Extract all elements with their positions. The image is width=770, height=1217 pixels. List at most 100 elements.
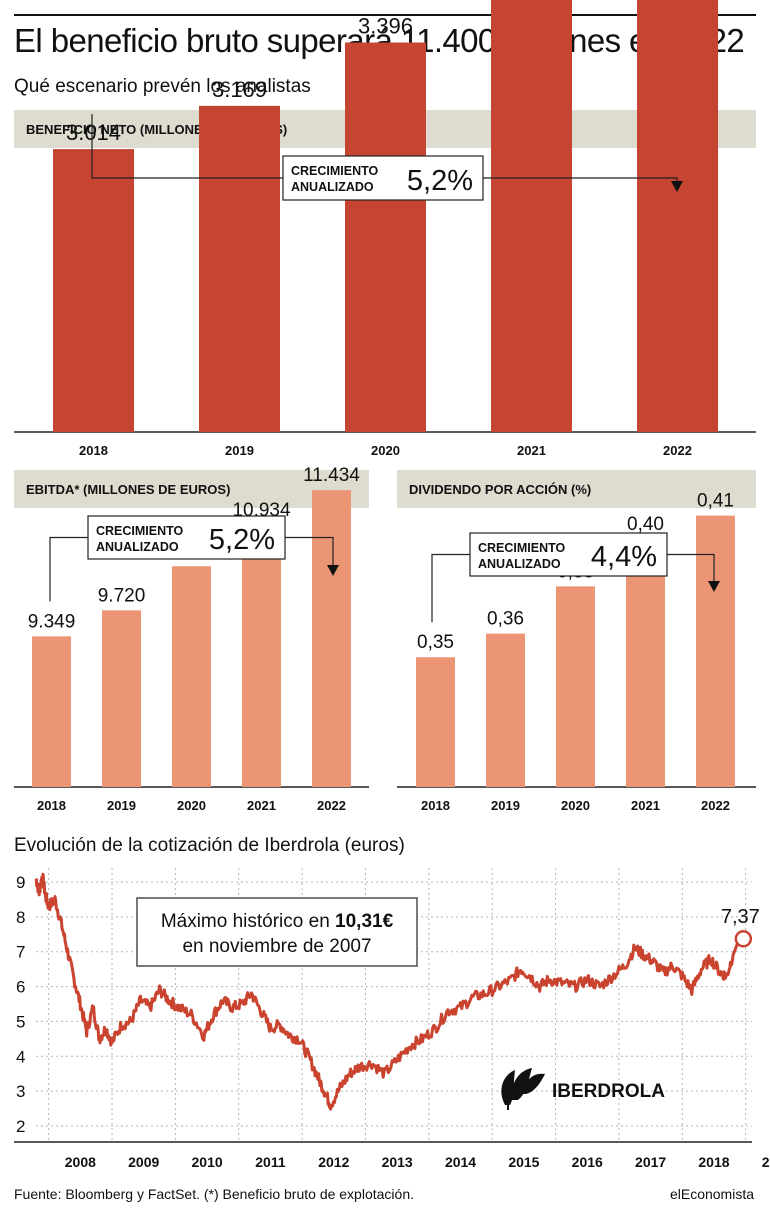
y-tick-label: 9 bbox=[16, 873, 25, 892]
dividendo-callout-value: 4,4% bbox=[591, 541, 657, 573]
dividendo-year-label: 2019 bbox=[491, 798, 520, 813]
ebitda-value-label: 11.434 bbox=[303, 465, 360, 486]
y-tick-label: 8 bbox=[16, 908, 25, 927]
dividendo-bar bbox=[486, 633, 525, 787]
ebitda-value-label: 9.349 bbox=[28, 611, 76, 632]
x-tick-label: 2014 bbox=[445, 1154, 476, 1170]
footer-source: Fuente: Bloomberg y FactSet. (*) Benefic… bbox=[14, 1186, 414, 1202]
ebitda-year-label: 2021 bbox=[247, 798, 276, 813]
x-tick-label: 2013 bbox=[382, 1154, 413, 1170]
dividendo-bracket-left bbox=[431, 553, 470, 623]
beneficio-bar bbox=[637, 0, 718, 432]
last-value-label: 7,37 bbox=[721, 906, 760, 928]
annotation-bold-value: 10,31€ bbox=[335, 911, 394, 932]
beneficio-bar bbox=[53, 149, 134, 432]
ebitda-bar bbox=[242, 525, 281, 787]
band-dividendo: DIVIDENDO POR ACCIÓN (%) bbox=[397, 470, 756, 508]
leaf-icon bbox=[522, 1073, 545, 1094]
beneficio-bar bbox=[491, 0, 572, 433]
x-tick-label: 2011 bbox=[255, 1154, 286, 1170]
x-tick-label: 2016 bbox=[572, 1154, 603, 1170]
price-chart: 2 3 4 5 6 7 8 9 2008 2009 2010 2011 2012 2013 2014 2015… bbox=[14, 868, 770, 1170]
annotation-line1: Máximo histórico en 10,31€ bbox=[161, 911, 394, 932]
x-tick-label: 2008 bbox=[65, 1154, 96, 1170]
beneficio-year-label: 2020 bbox=[371, 443, 400, 458]
dividendo-value-label: 0,36 bbox=[487, 609, 524, 630]
chart-title-dividendo: DIVIDENDO POR ACCIÓN (%) bbox=[409, 481, 592, 497]
dividendo-callout-label1: CRECIMIENTO bbox=[478, 541, 566, 555]
price-chart-title: Evolución de la cotización de Iberdrola … bbox=[14, 835, 405, 856]
x-tick-label: 2019 bbox=[762, 1154, 770, 1170]
ebitda-bracket-left bbox=[49, 536, 88, 602]
y-tick-label: 3 bbox=[16, 1082, 25, 1101]
beneficio-year-label: 2022 bbox=[663, 443, 692, 458]
dividendo-year-label: 2021 bbox=[631, 798, 660, 813]
dividendo-bracket-right bbox=[667, 553, 715, 583]
y-tick-label: 2 bbox=[16, 1117, 25, 1136]
beneficio-bracket-left bbox=[91, 114, 283, 179]
beneficio-chart: 3.01420183.16920193.39620203.58820213.69… bbox=[14, 0, 756, 458]
x-tick-label: 2018 bbox=[698, 1154, 729, 1170]
beneficio-year-label: 2018 bbox=[79, 443, 108, 458]
annotation-prefix: Máximo histórico en bbox=[161, 911, 335, 932]
beneficio-callout-value: 5,2% bbox=[407, 165, 473, 197]
beneficio-callout-label2: ANUALIZADO bbox=[291, 180, 374, 194]
beneficio-value-label: 3.014 bbox=[66, 120, 121, 145]
beneficio-bar bbox=[345, 42, 426, 433]
footer-brand: elEconomista bbox=[669, 1186, 754, 1202]
ebitda-callout-label2: ANUALIZADO bbox=[96, 540, 179, 554]
beneficio-value-label: 3.396 bbox=[358, 14, 413, 39]
dividendo-arrow-icon bbox=[708, 581, 720, 592]
beneficio-arrow-icon bbox=[671, 181, 683, 192]
dividendo-value-label: 0,41 bbox=[697, 491, 734, 512]
ebitda-callout-box bbox=[87, 515, 286, 560]
dividendo-year-label: 2020 bbox=[561, 798, 590, 813]
logo-wordmark: IBERDROLA bbox=[552, 1081, 665, 1102]
ebitda-year-label: 2022 bbox=[317, 798, 346, 813]
annotation-box bbox=[136, 897, 418, 967]
band-ebitda: EBITDA* (MILLONES DE EUROS) bbox=[14, 470, 369, 508]
ebitda-bar bbox=[172, 566, 211, 787]
ebitda-year-label: 2018 bbox=[37, 798, 66, 813]
top-rule bbox=[14, 14, 756, 16]
ebitda-bar bbox=[312, 490, 351, 787]
dividendo-bar bbox=[626, 539, 665, 787]
y-tick-label: 7 bbox=[16, 943, 25, 962]
beneficio-callout-label1: CRECIMIENTO bbox=[291, 164, 379, 178]
x-tick-label: 2012 bbox=[318, 1154, 349, 1170]
ebitda-year-label: 2019 bbox=[107, 798, 136, 813]
dividendo-callout-label2: ANUALIZADO bbox=[478, 557, 561, 571]
dividendo-bar bbox=[556, 586, 595, 787]
chart-title-ebitda: EBITDA* (MILLONES DE EUROS) bbox=[26, 481, 231, 497]
x-tick-label: 2010 bbox=[192, 1154, 223, 1170]
beneficio-value-label: 3.169 bbox=[212, 77, 267, 102]
price-line bbox=[34, 872, 741, 1111]
page-subtitle: Qué escenario prevén los analistas bbox=[14, 76, 311, 97]
beneficio-year-label: 2021 bbox=[517, 443, 546, 458]
beneficio-callout-box bbox=[282, 155, 484, 201]
annotation-line2: en noviembre de 2007 bbox=[182, 936, 371, 957]
dividendo-bar bbox=[696, 515, 735, 787]
ebitda-value-label: 9.720 bbox=[98, 585, 146, 606]
leaf-icon bbox=[501, 1070, 515, 1105]
leaf-icon bbox=[511, 1068, 532, 1100]
y-tick-label: 5 bbox=[16, 1012, 25, 1031]
x-tick-label: 2017 bbox=[635, 1154, 666, 1170]
ebitda-callout-value: 5,2% bbox=[209, 524, 275, 556]
ebitda-bracket-right bbox=[285, 536, 334, 567]
ebitda-chart: 9.34920189.720201910.349202010.934202111… bbox=[14, 465, 369, 813]
ebitda-arrow-icon bbox=[327, 565, 339, 576]
x-tick-label: 2015 bbox=[508, 1154, 539, 1170]
iberdrola-logo: IBERDROLA bbox=[501, 1068, 665, 1110]
y-tick-label: 4 bbox=[16, 1047, 25, 1066]
dividendo-value-label: 0,40 bbox=[627, 514, 664, 535]
beneficio-bar bbox=[199, 105, 280, 432]
dividendo-value-label: 0,35 bbox=[417, 632, 454, 653]
y-tick-label: 6 bbox=[16, 978, 25, 997]
ebitda-year-label: 2020 bbox=[177, 798, 206, 813]
dividendo-year-label: 2022 bbox=[701, 798, 730, 813]
last-value-marker bbox=[734, 930, 753, 948]
x-tick-label: 2009 bbox=[128, 1154, 159, 1170]
ebitda-bar bbox=[32, 636, 71, 787]
